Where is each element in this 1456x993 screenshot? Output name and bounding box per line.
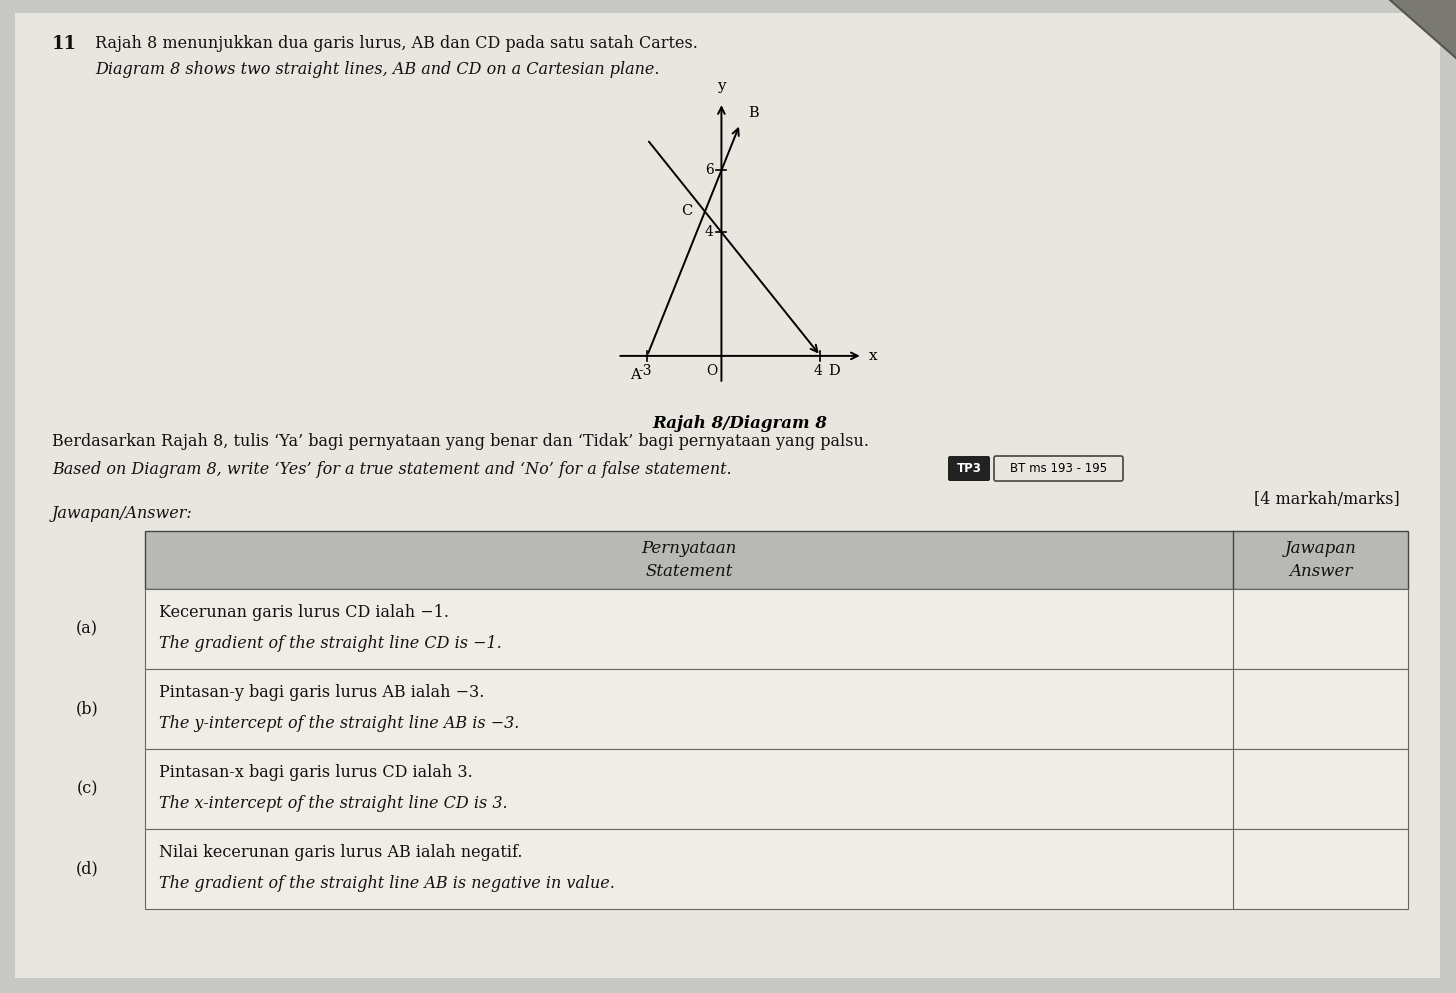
Text: The gradient of the straight line AB is negative in value.: The gradient of the straight line AB is … — [159, 875, 614, 892]
Text: y: y — [718, 79, 725, 93]
Text: The gradient of the straight line CD is −1.: The gradient of the straight line CD is … — [159, 635, 502, 652]
Text: Pintasan-y bagi garis lurus AB ialah −3.: Pintasan-y bagi garis lurus AB ialah −3. — [159, 684, 485, 701]
Text: TP3: TP3 — [957, 462, 981, 475]
Text: Pintasan-x bagi garis lurus CD ialah 3.: Pintasan-x bagi garis lurus CD ialah 3. — [159, 764, 473, 781]
Bar — [146, 749, 1408, 829]
Text: [4 markah/marks]: [4 markah/marks] — [1254, 491, 1401, 508]
Bar — [146, 829, 1408, 909]
Text: The y-intercept of the straight line AB is −3.: The y-intercept of the straight line AB … — [159, 715, 520, 732]
Text: (a): (a) — [76, 621, 98, 638]
Text: Based on Diagram 8, write ‘Yes’ for a true statement and ‘No’ for a false statem: Based on Diagram 8, write ‘Yes’ for a tr… — [52, 461, 731, 478]
Text: 11: 11 — [52, 35, 77, 53]
Bar — [146, 589, 1408, 669]
Text: Jawapan
Answer: Jawapan Answer — [1284, 540, 1357, 580]
Text: Berdasarkan Rajah 8, tulis ‘Ya’ bagi pernyataan yang benar dan ‘Tidak’ bagi pern: Berdasarkan Rajah 8, tulis ‘Ya’ bagi per… — [52, 433, 869, 450]
Bar — [146, 531, 1408, 589]
Text: (c): (c) — [76, 780, 98, 797]
Text: Pernyataan
Statement: Pernyataan Statement — [641, 540, 737, 580]
Text: 4: 4 — [814, 363, 823, 378]
Text: Jawapan/Answer:: Jawapan/Answer: — [52, 505, 192, 522]
Text: B: B — [748, 106, 759, 120]
FancyBboxPatch shape — [994, 456, 1123, 481]
Polygon shape — [1390, 0, 1456, 58]
Text: BT ms 193 - 195: BT ms 193 - 195 — [1010, 462, 1107, 475]
Text: Rajah 8/Diagram 8: Rajah 8/Diagram 8 — [652, 415, 827, 432]
Text: 6: 6 — [705, 163, 713, 178]
Text: 4: 4 — [705, 225, 713, 239]
Text: (b): (b) — [76, 700, 99, 718]
Text: O: O — [706, 363, 716, 378]
Text: D: D — [828, 363, 840, 378]
Text: x: x — [869, 349, 878, 362]
FancyBboxPatch shape — [948, 456, 990, 481]
Text: Diagram 8 shows two straight lines, AB and CD on a Cartesian plane.: Diagram 8 shows two straight lines, AB a… — [95, 61, 660, 78]
Text: Kecerunan garis lurus CD ialah −1.: Kecerunan garis lurus CD ialah −1. — [159, 604, 448, 621]
Text: The x-intercept of the straight line CD is 3.: The x-intercept of the straight line CD … — [159, 795, 508, 812]
Text: (d): (d) — [76, 861, 99, 878]
Text: -3: -3 — [638, 363, 652, 378]
Bar — [146, 669, 1408, 749]
Text: Rajah 8 menunjukkan dua garis lurus, AB dan CD pada satu satah Cartes.: Rajah 8 menunjukkan dua garis lurus, AB … — [95, 35, 697, 52]
Text: Nilai kecerunan garis lurus AB ialah negatif.: Nilai kecerunan garis lurus AB ialah neg… — [159, 844, 523, 861]
Text: A: A — [630, 367, 641, 382]
Text: C: C — [681, 204, 692, 217]
